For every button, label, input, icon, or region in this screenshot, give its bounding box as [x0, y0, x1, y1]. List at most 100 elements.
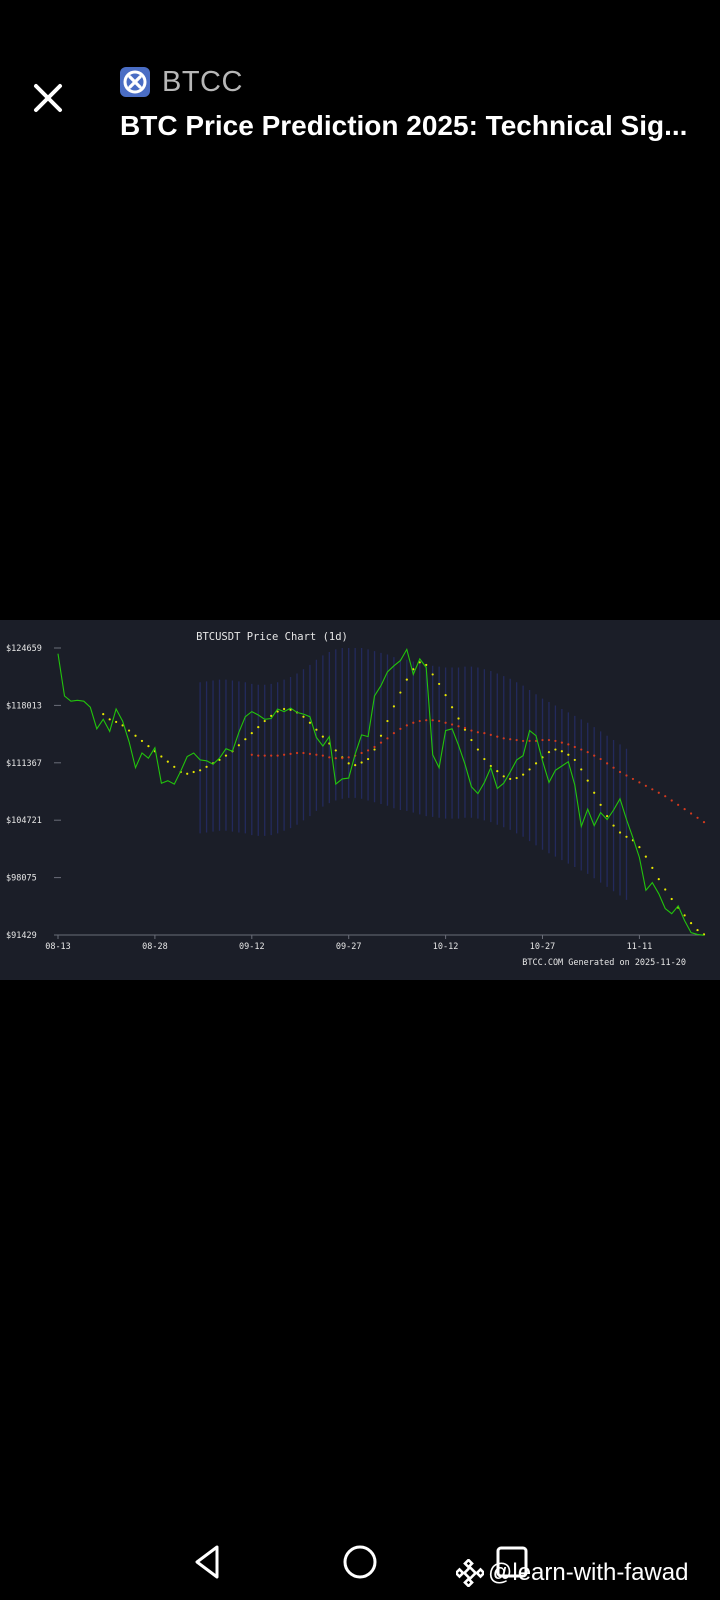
chart-title: BTCUSDT Price Chart (1d): [196, 631, 348, 643]
ma-dot: [702, 821, 706, 824]
ma-dot: [696, 816, 699, 819]
sar-dot: [173, 765, 176, 768]
ma-dot: [489, 733, 492, 736]
sar-dot: [250, 732, 253, 735]
sar-dot: [534, 762, 538, 765]
sar-dot: [470, 738, 473, 742]
sar-dot: [515, 776, 518, 780]
ma-dot: [515, 738, 518, 742]
ma-dot: [386, 737, 389, 740]
sar-dot: [509, 777, 512, 781]
sar-dot: [457, 717, 460, 720]
sar-dot: [347, 762, 350, 765]
home-button[interactable]: [338, 1540, 382, 1584]
chart-footer: BTCC.COM Generated on 2025-11-20: [522, 958, 686, 968]
sar-dot: [431, 673, 434, 676]
ma-dot: [612, 766, 615, 769]
sar-dot: [657, 878, 660, 881]
sar-dot: [683, 914, 686, 917]
sar-dot: [606, 814, 609, 818]
recents-button[interactable]: [490, 1540, 534, 1584]
home-circle-icon: [343, 1545, 377, 1579]
ma-dot: [295, 751, 299, 755]
sar-dot: [121, 724, 124, 727]
sar-dot: [308, 721, 312, 724]
sar-dot: [147, 745, 150, 748]
sar-dot: [625, 835, 628, 838]
sar-dot: [586, 779, 589, 782]
sar-dot: [321, 735, 324, 738]
sar-dot: [166, 760, 169, 763]
sar-dot: [502, 775, 505, 778]
sar-dot: [354, 764, 357, 767]
sar-dot: [289, 708, 292, 711]
sar-dot: [425, 663, 428, 667]
y-tick-label: $111367: [6, 759, 42, 769]
sar-dot: [522, 773, 525, 776]
ma-dot: [366, 749, 370, 752]
ma-dot: [450, 723, 454, 726]
sar-dot: [638, 846, 641, 849]
ma-dot: [302, 751, 305, 755]
ma-dot: [418, 719, 421, 723]
ma-dot: [347, 756, 350, 759]
back-button[interactable]: [186, 1540, 230, 1584]
ma-dot: [586, 751, 589, 754]
ma-dot: [509, 738, 512, 741]
sar-dot: [270, 714, 273, 717]
ma-dot: [276, 754, 279, 757]
ma-dot: [534, 739, 538, 743]
ma-dot: [341, 757, 344, 760]
sar-dot: [224, 754, 228, 757]
ma-dot: [593, 754, 596, 757]
sar-dot: [567, 753, 570, 756]
ma-dot: [289, 752, 292, 755]
sar-dot: [689, 922, 693, 925]
sar-dot: [263, 719, 266, 723]
brand-name: BTCC: [162, 65, 243, 98]
ma-dot: [496, 735, 499, 738]
sar-dot: [160, 755, 163, 758]
sar-dot: [366, 757, 370, 761]
sar-dot: [450, 706, 454, 709]
ma-dot: [270, 754, 273, 757]
sar-dot: [412, 668, 415, 671]
ma-dot: [321, 754, 324, 757]
sar-dot: [599, 803, 602, 806]
ma-dot: [412, 721, 415, 724]
sar-dot: [463, 728, 467, 731]
ma-dot: [683, 808, 686, 811]
sar-dot: [573, 758, 576, 762]
sar-dot: [102, 713, 105, 716]
price-chart-image[interactable]: $124659 $118013 $111367 $104721 $98075 $91429…: [0, 620, 720, 980]
close-button[interactable]: [28, 78, 68, 118]
ma-dot: [334, 757, 337, 760]
sar-dot: [186, 772, 189, 775]
ma-dot: [476, 731, 479, 734]
ma-dot: [631, 777, 635, 781]
sar-dot: [476, 748, 479, 751]
sar-dot: [651, 866, 654, 869]
ma-dot: [425, 719, 428, 722]
close-icon: [34, 84, 62, 112]
watermark-text: @learn-with-fawad: [488, 1559, 689, 1586]
sar-dot: [302, 715, 305, 718]
sar-dot: [496, 770, 499, 773]
sar-dot: [192, 770, 195, 774]
sar-dot: [140, 739, 144, 743]
ma-dot: [438, 719, 441, 723]
sar-dot: [644, 855, 647, 858]
sar-dot: [134, 734, 137, 737]
sar-dot: [696, 928, 699, 932]
ma-dot: [373, 745, 376, 749]
ma-dot: [560, 741, 563, 744]
x-tick-label: 11-11: [627, 942, 653, 952]
sar-dot: [418, 661, 421, 664]
sar-dot: [670, 897, 673, 901]
ma-dot: [502, 737, 505, 740]
price-line: [57, 647, 705, 936]
sar-dot: [205, 765, 208, 768]
ma-dot: [599, 757, 602, 761]
sar-dot: [547, 751, 551, 754]
sar-dot: [444, 694, 447, 697]
